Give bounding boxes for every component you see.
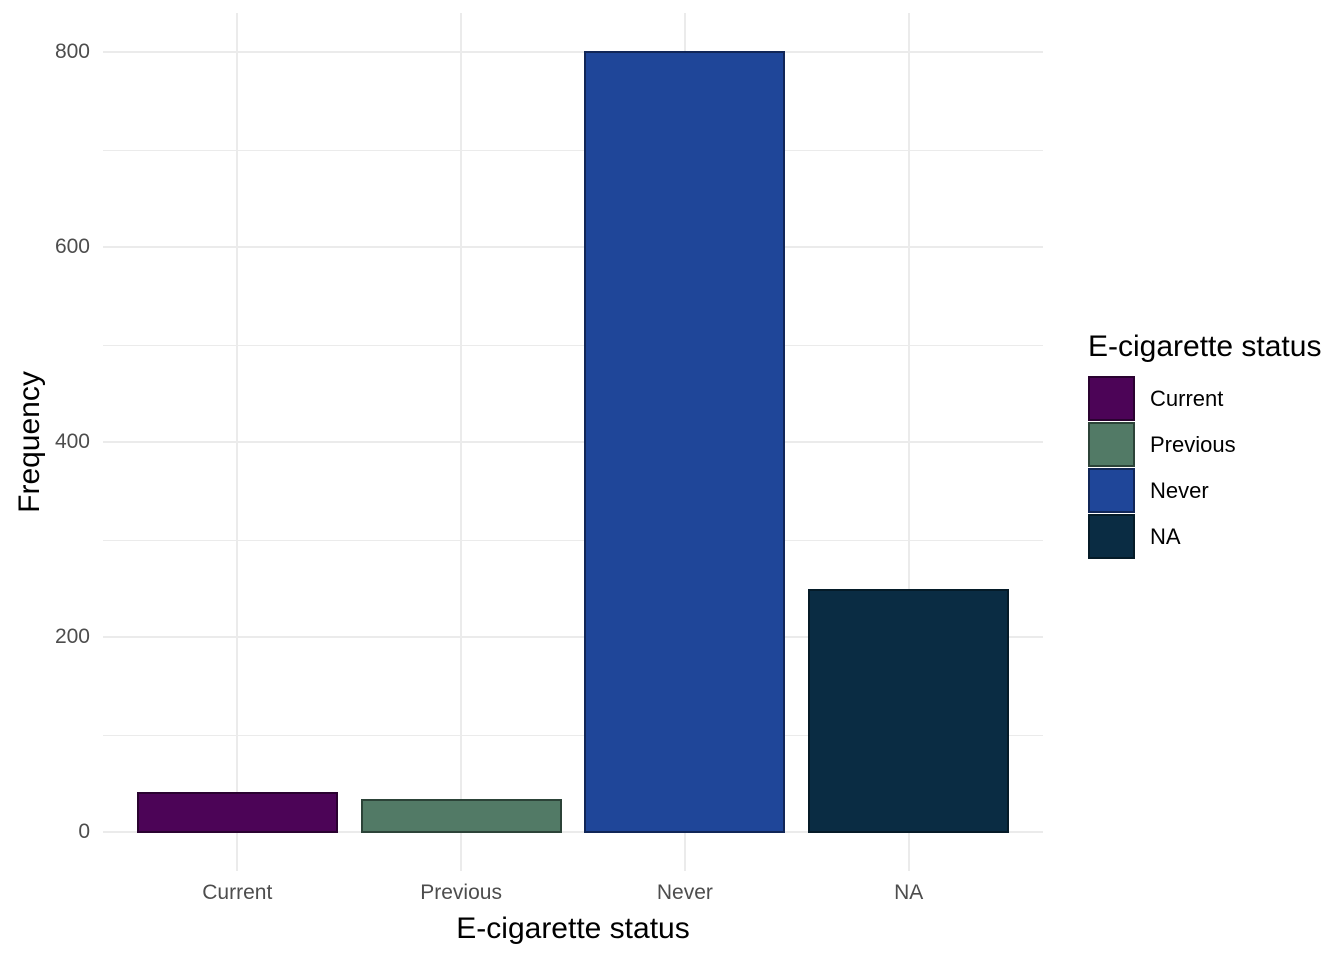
- x-axis-title: E-cigarette status: [456, 912, 690, 945]
- legend-label-never: Never: [1150, 477, 1209, 503]
- bar-na: [808, 589, 1010, 833]
- y-tick-label-600: 600: [54, 235, 90, 258]
- plot-panel: [103, 13, 1043, 871]
- legend-key-na-swatch: [1088, 514, 1135, 559]
- bar-current: [136, 792, 338, 833]
- gridline-major-y400: [103, 441, 1043, 443]
- legend-key-never-swatch: [1088, 468, 1135, 513]
- legend-item-na: NA: [1088, 514, 1338, 559]
- legend-title: E-cigarette status: [1088, 330, 1322, 363]
- gridline-major-y600: [103, 246, 1043, 248]
- gridline-minor-y300: [103, 539, 1043, 541]
- gridline-major-y200: [103, 636, 1043, 638]
- y-tick-label-0: 0: [78, 820, 90, 843]
- gridline-minor-y700: [103, 149, 1043, 151]
- bar-never: [584, 51, 786, 833]
- gridline-x-current: [236, 13, 239, 871]
- legend-label-previous: Previous: [1150, 431, 1236, 457]
- y-tick-label-400: 400: [54, 430, 90, 453]
- legend-item-current: Current: [1088, 376, 1338, 421]
- x-tick-label-never: Never: [656, 881, 713, 904]
- legend-item-never: Never: [1088, 468, 1338, 513]
- gridline-minor-y500: [103, 344, 1043, 346]
- bar-previous: [360, 798, 562, 833]
- gridline-minor-y100: [103, 734, 1043, 736]
- x-tick-label-na: NA: [894, 881, 924, 904]
- legend-item-previous: Previous: [1088, 422, 1338, 467]
- legend-key-current-swatch: [1088, 376, 1135, 421]
- legend-key-previous-swatch: [1088, 422, 1135, 467]
- gridline-major-y800: [103, 51, 1043, 53]
- x-tick-label-current: Current: [202, 881, 273, 904]
- legend-items: Current Previous Never NA: [1088, 376, 1338, 559]
- legend: E-cigarette status Current Previous Never N…: [1088, 330, 1338, 559]
- x-tick-label-previous: Previous: [420, 881, 502, 904]
- legend-label-current: Current: [1150, 385, 1224, 411]
- y-axis-title: Frequency: [13, 371, 46, 513]
- legend-label-na: NA: [1150, 523, 1181, 549]
- gridline-x-previous: [460, 13, 463, 871]
- y-tick-label-800: 800: [54, 40, 90, 63]
- y-tick-label-200: 200: [54, 625, 90, 648]
- gridline-major-y0: [103, 831, 1043, 833]
- gridline-x-na: [907, 13, 910, 871]
